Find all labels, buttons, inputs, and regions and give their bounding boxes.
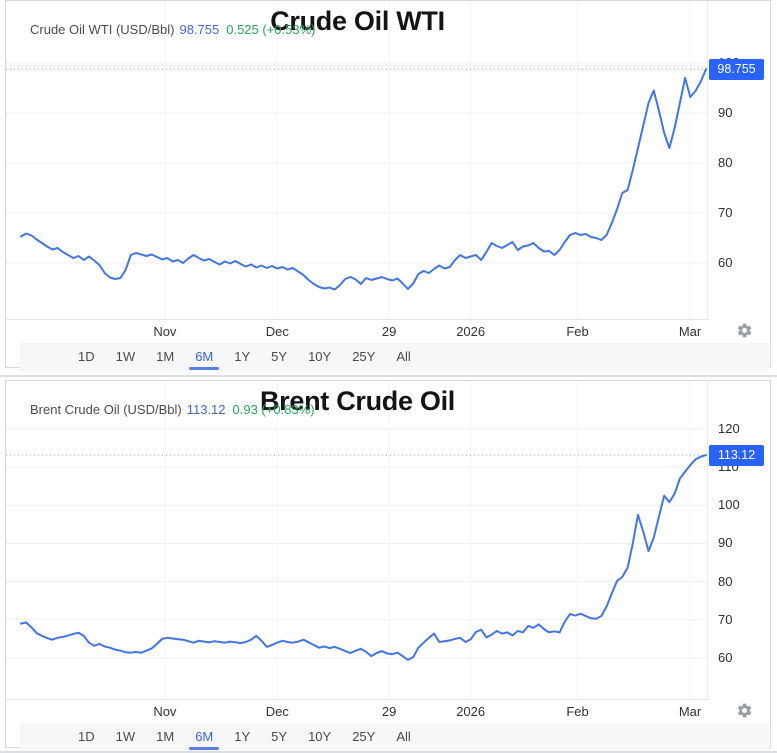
y-axis-tick: 60: [718, 650, 733, 665]
last-price: 113.12: [186, 402, 226, 417]
x-axis-label: Dec: [265, 704, 289, 719]
y-axis-tick: 90: [718, 105, 733, 120]
instrument-name: Brent Crude Oil (USD/Bbl): [30, 402, 182, 417]
price-line-chart[interactable]: [6, 1, 709, 319]
price-line-chart[interactable]: [6, 381, 709, 699]
price-change: 0.93 (+0.83%): [232, 402, 315, 417]
x-axis-label: Nov: [153, 704, 177, 719]
range-button-25y[interactable]: 25Y: [350, 723, 377, 751]
range-button-10y[interactable]: 10Y: [306, 723, 333, 751]
x-axis[interactable]: Nov Dec 29 2026 Feb Mar: [6, 699, 709, 720]
panel-divider: [0, 375, 777, 377]
x-axis-label: Mar: [678, 324, 702, 339]
price-change: 0.525 (+0.53%): [226, 22, 316, 37]
range-button-1d[interactable]: 1D: [76, 343, 97, 371]
y-axis-tick: 80: [718, 573, 733, 589]
range-button-6m[interactable]: 6M: [189, 343, 220, 371]
range-button-6m[interactable]: 6M: [189, 723, 220, 751]
range-button-10y[interactable]: 10Y: [306, 343, 333, 371]
chart-panel-wti: Crude Oil WTI Crude Oil WTI (USD/Bbl) 98.…: [5, 0, 771, 371]
x-axis-label: Nov: [153, 324, 177, 339]
range-button-1w[interactable]: 1W: [114, 723, 138, 751]
range-button-all[interactable]: All: [394, 723, 412, 751]
x-axis-label: Feb: [566, 704, 589, 719]
legend: Crude Oil WTI (USD/Bbl) 98.755 0.525 (+0.5…: [30, 22, 316, 37]
brent-chart-area: Brent Crude Oil Brent Crude Oil (USD/Bbl…: [6, 381, 770, 699]
price-badge: 113.12: [709, 444, 764, 466]
range-button-1m[interactable]: 1M: [154, 723, 176, 751]
range-button-1d[interactable]: 1D: [76, 723, 97, 751]
x-axis-label: 2026: [456, 704, 486, 719]
x-axis-label: Mar: [678, 704, 702, 719]
range-button-1m[interactable]: 1M: [154, 343, 176, 371]
x-axis-label: Dec: [265, 324, 289, 339]
y-axis-tick: 60: [718, 255, 733, 270]
y-axis-tick: 70: [718, 611, 733, 627]
y-axis[interactable]: 113.12 120 110 100 90 80 70 60: [707, 381, 770, 699]
settings-gear-icon[interactable]: [735, 702, 753, 720]
x-axis-label: Feb: [566, 324, 589, 339]
range-button-5y[interactable]: 5Y: [269, 723, 289, 751]
y-axis-tick: 80: [718, 155, 733, 170]
range-toolbar: 1D 1W 1M 6M 1Y 5Y 10Y 25Y All: [20, 343, 769, 371]
chart-panel-brent: Brent Crude Oil Brent Crude Oil (USD/Bbl…: [5, 380, 771, 751]
x-axis-row: Nov Dec 29 2026 Feb Mar: [6, 699, 770, 719]
y-axis-tick: 120: [718, 420, 740, 436]
range-button-1y[interactable]: 1Y: [232, 723, 252, 751]
range-button-all[interactable]: All: [394, 343, 412, 371]
x-axis-row: Nov Dec 29 2026 Feb Mar: [6, 319, 770, 339]
range-toolbar: 1D 1W 1M 6M 1Y 5Y 10Y 25Y All: [20, 723, 769, 751]
last-price: 98.755: [179, 22, 220, 37]
x-axis-label: 2026: [456, 324, 486, 339]
x-axis-label: 29: [381, 324, 397, 339]
x-axis[interactable]: Nov Dec 29 2026 Feb Mar: [6, 319, 709, 340]
page-bottom-divider: [0, 751, 777, 753]
y-axis-tick: 100: [718, 497, 740, 513]
instrument-name: Crude Oil WTI (USD/Bbl): [30, 22, 175, 37]
y-axis-tick: 90: [718, 535, 733, 551]
y-axis-tick: 70: [718, 205, 733, 220]
x-axis-label: 29: [381, 704, 397, 719]
range-button-25y[interactable]: 25Y: [350, 343, 377, 371]
wti-chart-area: Crude Oil WTI Crude Oil WTI (USD/Bbl) 98.…: [6, 1, 770, 319]
settings-gear-icon[interactable]: [735, 322, 753, 340]
price-badge: 98.755: [709, 58, 764, 80]
range-button-1w[interactable]: 1W: [114, 343, 138, 371]
range-button-5y[interactable]: 5Y: [269, 343, 289, 371]
range-button-1y[interactable]: 1Y: [232, 343, 252, 371]
legend: Brent Crude Oil (USD/Bbl) 113.12 0.93 (+0.…: [30, 402, 315, 417]
